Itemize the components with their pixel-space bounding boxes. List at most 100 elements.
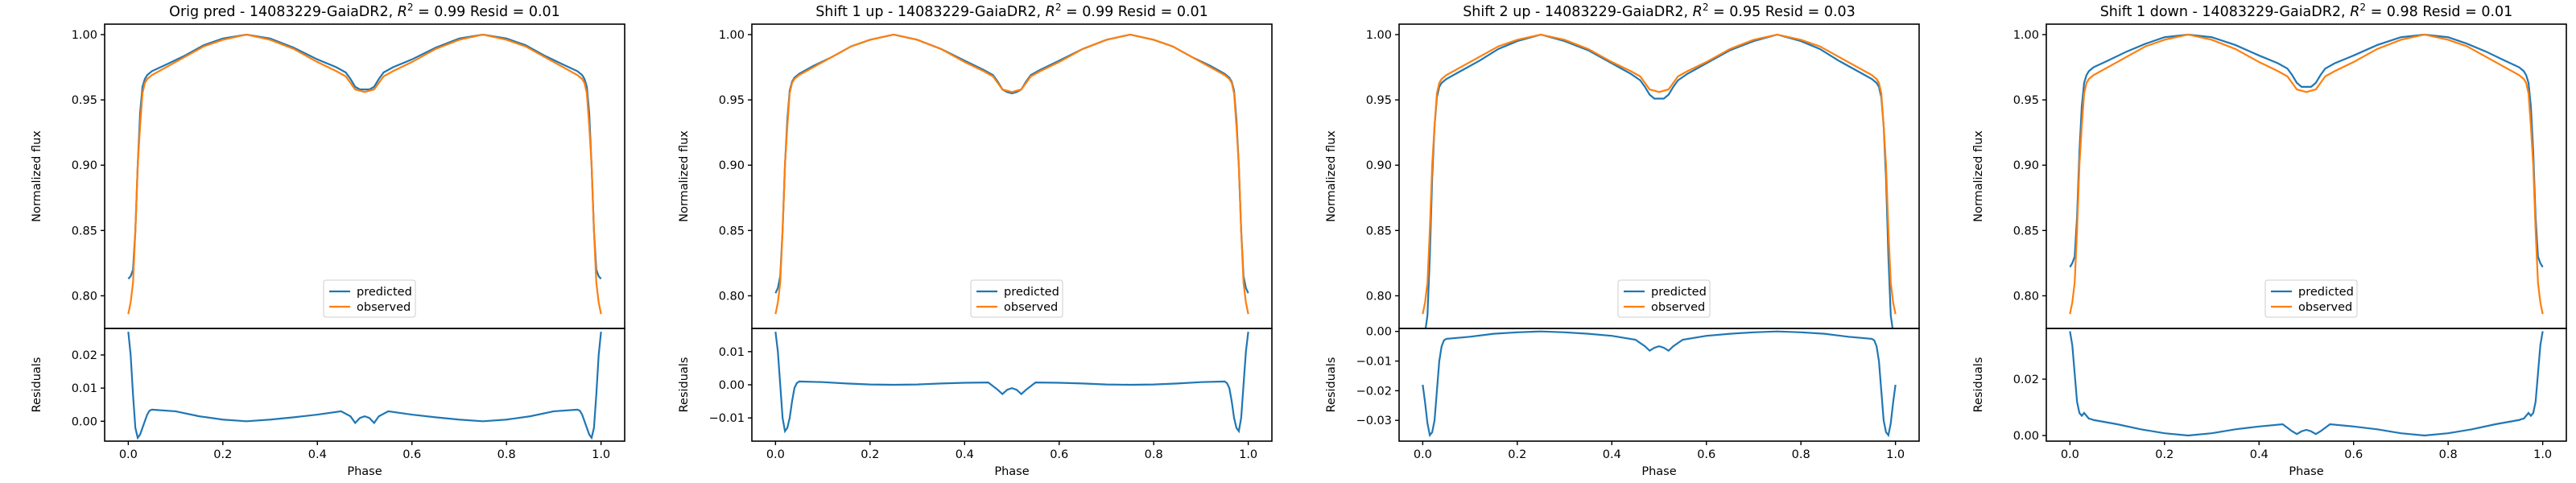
r2-value: = 0.95 Resid = 0.03: [1708, 4, 1855, 20]
residual-axes-frame: [2046, 328, 2567, 442]
series-line-predicted: [2069, 33, 2544, 268]
y-tick-label-main: 0.80: [72, 290, 97, 303]
x-tick-label: 0.8: [1145, 448, 1163, 461]
r2-superscript: 2: [1703, 2, 1709, 13]
r2-superscript: 2: [407, 2, 414, 13]
y-tick-label-resid: 0.01: [72, 382, 97, 395]
x-axis-label: Phase: [1641, 465, 1676, 478]
y-tick-label-resid: −0.01: [1356, 356, 1392, 369]
residual-line: [2069, 331, 2544, 437]
r2-superscript: 2: [2359, 2, 2366, 13]
x-tick-label: 0.8: [497, 448, 516, 461]
y-tick-label-main: 0.85: [2013, 225, 2039, 237]
x-axis-label: Phase: [347, 465, 382, 478]
legend-label-predicted: predicted: [1651, 286, 1707, 299]
y-tick-label-main: 0.80: [719, 290, 745, 303]
x-tick-label: 0.2: [861, 448, 879, 461]
legend-label-predicted: predicted: [357, 286, 412, 299]
r2-value: = 0.98 Resid = 0.01: [2366, 4, 2512, 20]
r2-symbol: R: [1046, 4, 1055, 20]
chart-title-text: Shift 1 down - 14083229-GaiaDR2,: [2100, 4, 2351, 20]
y-tick-label-main: 1.00: [719, 29, 745, 42]
x-tick-label: 0.0: [119, 448, 138, 461]
y-tick-label-resid: 0.02: [72, 349, 97, 362]
x-axis-label: Phase: [994, 465, 1029, 478]
x-tick-label: 0.8: [2439, 448, 2458, 461]
legend-frame: [2264, 279, 2358, 318]
legend-frame: [323, 279, 416, 318]
r2-symbol: R: [398, 4, 407, 20]
y-axis-label-resid: Residuals: [31, 357, 43, 413]
y-tick-label-resid: 0.00: [2013, 430, 2039, 443]
x-tick-label: 0.0: [766, 448, 785, 461]
y-axis-label-main: Normalized flux: [31, 130, 43, 222]
y-tick-label-main: 0.90: [1366, 159, 1392, 172]
subplot-1: Orig pred - 14083229-GaiaDR2, R2 = 0.99 …: [31, 2, 625, 478]
y-tick-label-resid: 0.00: [719, 379, 745, 392]
x-tick-label: 0.2: [2155, 448, 2174, 461]
series-line-predicted: [127, 33, 602, 280]
y-tick-label-main: 0.80: [1366, 290, 1392, 303]
y-tick-label-main: 0.90: [719, 159, 745, 172]
x-tick-label: 0.4: [308, 448, 327, 461]
x-tick-label: 0.6: [402, 448, 421, 461]
x-tick-label: 0.6: [1050, 448, 1068, 461]
y-tick-label-resid: −0.01: [709, 412, 745, 425]
series-line-predicted: [1424, 33, 1894, 328]
legend-label-predicted: predicted: [2298, 286, 2354, 299]
x-tick-label: 0.4: [956, 448, 974, 461]
subplot-3: Shift 2 up - 14083229-GaiaDR2, R2 = 0.95…: [1325, 2, 1920, 478]
y-tick-label-resid: 0.00: [72, 415, 97, 428]
r2-superscript: 2: [1055, 2, 1062, 13]
series-line-observed: [2069, 33, 2544, 315]
x-tick-label: 0.2: [1508, 448, 1526, 461]
y-tick-label-main: 1.00: [2013, 29, 2039, 42]
y-axis-label-resid: Residuals: [678, 357, 691, 413]
y-axis-label-resid: Residuals: [1325, 357, 1338, 413]
y-tick-label-resid: 0.00: [1366, 326, 1392, 339]
x-axis-label: Phase: [2289, 465, 2323, 478]
y-tick-label-main: 0.80: [2013, 290, 2039, 303]
legend-label-observed: observed: [1651, 301, 1705, 314]
chart-title: Shift 1 up - 14083229-GaiaDR2, R2 = 0.99…: [815, 2, 1208, 20]
x-tick-label: 1.0: [1886, 448, 1905, 461]
legend-label-observed: observed: [1004, 301, 1058, 314]
legend-label-observed: observed: [357, 301, 411, 314]
residual-axes-frame: [104, 328, 625, 442]
x-tick-label: 0.6: [2344, 448, 2363, 461]
x-tick-label: 0.8: [1792, 448, 1810, 461]
legend-label-observed: observed: [2298, 301, 2352, 314]
legend-label-predicted: predicted: [1004, 286, 1059, 299]
subplot-4: Shift 1 down - 14083229-GaiaDR2, R2 = 0.…: [1972, 2, 2567, 478]
residual-line: [774, 331, 1249, 434]
chart-title: Shift 2 up - 14083229-GaiaDR2, R2 = 0.95…: [1463, 2, 1856, 20]
y-tick-label-main: 0.90: [72, 159, 97, 172]
x-tick-label: 0.6: [1697, 448, 1715, 461]
y-axis-label-main: Normalized flux: [1325, 130, 1338, 222]
y-tick-label-main: 0.85: [719, 225, 745, 237]
y-tick-label-main: 1.00: [1366, 29, 1392, 42]
y-tick-label-resid: 0.01: [719, 346, 745, 359]
legend: predicted observed: [1617, 279, 1711, 318]
r2-symbol: R: [1693, 4, 1703, 20]
x-tick-label: 1.0: [1239, 448, 1257, 461]
chart-title-text: Orig pred - 14083229-GaiaDR2,: [169, 4, 398, 20]
residual-line: [1422, 330, 1897, 438]
legend-frame: [970, 279, 1063, 318]
r2-symbol: R: [2350, 4, 2359, 20]
y-axis-label-resid: Residuals: [1972, 357, 1985, 413]
legend: predicted observed: [323, 279, 416, 318]
chart-title: Orig pred - 14083229-GaiaDR2, R2 = 0.99 …: [169, 2, 560, 20]
y-tick-label-main: 0.95: [1366, 94, 1392, 107]
y-axis-label-main: Normalized flux: [1972, 130, 1985, 222]
y-tick-label-main: 0.95: [72, 94, 97, 107]
series-line-observed: [127, 33, 602, 315]
x-tick-label: 0.0: [1414, 448, 1432, 461]
x-tick-label: 1.0: [2533, 448, 2552, 461]
chart-title-text: Shift 2 up - 14083229-GaiaDR2,: [1463, 4, 1692, 20]
series-line-predicted: [774, 33, 1249, 294]
r2-value: = 0.99 Resid = 0.01: [1061, 4, 1208, 20]
r2-value: = 0.99 Resid = 0.01: [414, 4, 560, 20]
y-tick-label-resid: 0.02: [2013, 374, 2039, 386]
